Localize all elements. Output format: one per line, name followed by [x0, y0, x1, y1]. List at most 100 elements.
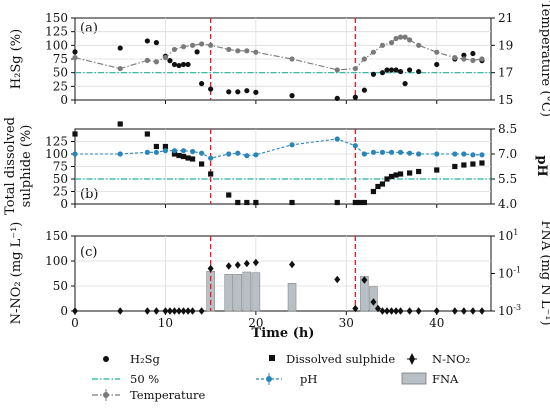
right-tick-exponent: -1 — [513, 266, 521, 275]
h2sg-point — [153, 40, 159, 46]
fna-bar — [224, 274, 234, 312]
left-tick-label: 100 — [45, 254, 68, 268]
left-tick-label: 125 — [45, 25, 68, 39]
dissolved-sulphide-point — [357, 199, 363, 206]
h2sg-point — [199, 81, 205, 87]
ph-point — [407, 150, 413, 156]
temperature-point — [397, 34, 404, 40]
legend-fna-marker — [401, 372, 427, 385]
h2sg-point — [167, 58, 173, 64]
ph-point — [253, 152, 259, 158]
nno2-point — [166, 307, 173, 315]
dissolved-sulphide-point — [153, 143, 159, 150]
dissolved-sulphide-point — [253, 199, 259, 206]
ph-point — [235, 150, 241, 156]
fna-bar — [233, 274, 243, 312]
fna-bar — [287, 283, 297, 312]
dissolved-sulphide-point — [72, 131, 78, 137]
h2sg-point — [470, 50, 476, 57]
left-tick-label: 75 — [53, 160, 68, 174]
temperature-point — [470, 57, 476, 63]
temperature-point — [370, 49, 377, 55]
temperature-point — [379, 42, 386, 48]
nno2-point — [397, 307, 404, 315]
dissolved-sulphide-point — [144, 131, 150, 137]
panel-b-grid — [75, 129, 491, 204]
panel-a-label: (a) — [80, 21, 98, 36]
ph-point — [226, 151, 232, 157]
temperature-point — [72, 55, 78, 61]
dissolved-sulphide-point — [470, 161, 476, 167]
nno2-point — [162, 307, 169, 315]
h2sg-point — [384, 67, 390, 73]
dissolved-sulphide-point — [370, 188, 377, 195]
right-tick-exponent: 1 — [513, 228, 518, 237]
dissolved-sulphide-point — [185, 155, 191, 161]
dissolved-sulphide-point — [352, 199, 358, 206]
temperature-point — [117, 65, 123, 72]
h2sg-point — [176, 62, 182, 69]
left-tick-label: 75 — [53, 52, 68, 66]
h2sg-point — [144, 38, 150, 44]
ph-point — [479, 152, 485, 158]
ph-point — [153, 149, 159, 155]
nno2-point — [451, 307, 458, 315]
legend-nno2-label: N-NO₂ — [432, 352, 470, 366]
h2sg-point — [235, 89, 241, 95]
panel-b-marks — [72, 121, 491, 206]
temperature-point — [244, 48, 250, 54]
legend-dissolved-label: Dissolved sulphide — [286, 352, 395, 366]
temperature-point — [434, 49, 440, 55]
h2sg-point — [397, 68, 404, 75]
nno2-point — [406, 307, 413, 315]
dissolved-sulphide-point — [375, 183, 381, 190]
temperature-point — [162, 55, 169, 61]
dissolved-sulphide-point — [379, 181, 386, 187]
left-tick-label: 100 — [45, 147, 68, 161]
h2sg-point — [253, 89, 259, 95]
panel-a: (a) H₂Sg (%) Temperature (°C) 0255075100… — [9, 1, 550, 117]
temperature-point — [144, 57, 150, 63]
h2sg-point — [416, 68, 422, 75]
nno2-point — [176, 307, 182, 315]
dissolved-sulphide-point — [226, 192, 232, 198]
dissolved-sulphide-point — [199, 161, 205, 167]
right-tick-label: 8.5 — [498, 122, 517, 136]
nno2-point — [171, 307, 178, 315]
nno2-point — [198, 307, 205, 315]
nno2-point — [433, 307, 440, 315]
dissolved-sulphide-point — [384, 176, 390, 182]
panel-b-left-axis-label-line1: Total dissolved — [3, 117, 18, 215]
right-tick-exponent: -3 — [513, 303, 521, 312]
ph-point — [171, 148, 178, 154]
dissolved-sulphide-point — [289, 199, 295, 206]
temperature-point — [361, 56, 367, 62]
right-tick-label: 5.5 — [498, 172, 517, 186]
temperature-point — [189, 42, 196, 48]
ph-point — [352, 143, 358, 149]
dissolved-sulphide-point — [162, 143, 169, 150]
left-tick-label: 0 — [60, 304, 68, 318]
panel-b-right-axis-label: pH — [534, 155, 549, 176]
dissolved-sulphide-point — [189, 156, 196, 162]
dissolved-sulphide-point — [235, 199, 241, 206]
temperature-point — [334, 67, 340, 73]
dissolved-sulphide-point — [407, 170, 413, 176]
ph-point — [189, 148, 196, 155]
right-tick-label: 21 — [498, 11, 513, 25]
nno2-point — [384, 307, 390, 315]
left-tick-label: 100 — [45, 38, 68, 52]
dissolved-sulphide-point — [176, 152, 182, 159]
temperature-point — [352, 65, 358, 72]
ph-point — [370, 149, 377, 155]
left-tick-label: 150 — [45, 229, 68, 243]
legend-temperature-label: Temperature — [130, 388, 206, 402]
nno2-point — [72, 307, 78, 315]
dissolved-sulphide-point — [388, 173, 395, 180]
h2sg-point — [379, 70, 386, 76]
nno2-point — [334, 275, 341, 284]
temperature-point — [226, 46, 232, 53]
nno2-point — [460, 307, 467, 315]
